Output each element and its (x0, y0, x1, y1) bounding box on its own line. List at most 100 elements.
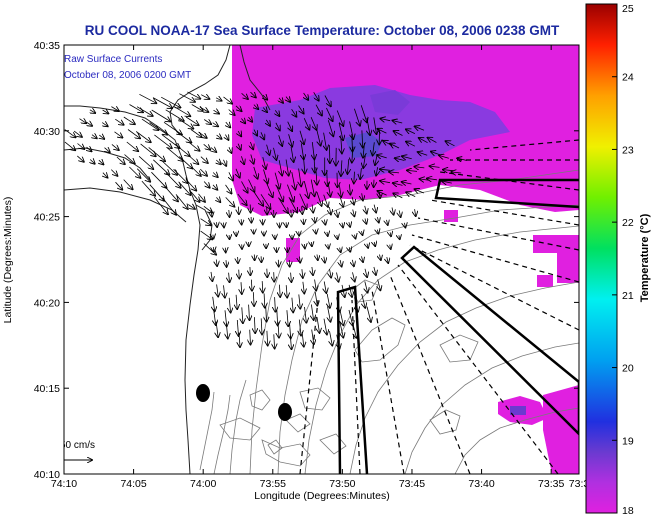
current-vector (405, 223, 406, 228)
radar-site-marker-1 (196, 384, 210, 402)
current-vector (213, 173, 218, 178)
y-tick-label: 40:20 (34, 297, 60, 309)
colorbar-tick-label: 25 (622, 3, 634, 15)
current-vector (310, 117, 316, 130)
current-vector (153, 159, 169, 175)
current-vector (154, 134, 171, 148)
current-vector (211, 271, 212, 281)
current-vector (279, 284, 280, 297)
current-vector (336, 110, 343, 126)
current-vector (254, 166, 258, 179)
current-vector (175, 194, 188, 209)
current-vector (163, 121, 182, 134)
current-vector (111, 144, 119, 150)
current-vector (311, 242, 312, 246)
current-vector (211, 209, 212, 217)
current-vector (223, 96, 233, 104)
current-vector (236, 294, 237, 309)
legend-text-line1: Raw Surface Currents (64, 54, 162, 65)
current-vector (303, 155, 305, 174)
current-vector (340, 322, 343, 337)
current-vector (406, 142, 416, 147)
current-vector (327, 232, 328, 236)
current-vector (178, 118, 193, 129)
current-vector (314, 216, 315, 223)
current-vector (241, 119, 245, 124)
current-vector (216, 98, 221, 101)
colorbar-ticks: 25 24 23 22 21 20 19 18 (612, 3, 634, 517)
current-vector (129, 166, 140, 178)
current-vector (174, 143, 190, 156)
current-vector (99, 135, 104, 139)
y-tick-label: 40:15 (34, 383, 60, 395)
x-tick-label: 74:00 (190, 478, 216, 490)
current-vector (406, 129, 416, 133)
current-vector (362, 130, 363, 147)
current-vector (115, 118, 123, 125)
current-vector (328, 306, 331, 321)
current-vector (229, 172, 233, 180)
current-vector (314, 154, 315, 173)
current-vector (264, 293, 265, 308)
current-vector (353, 209, 355, 217)
current-vector (339, 185, 341, 197)
current-vector (329, 207, 331, 214)
current-vector (376, 167, 378, 175)
current-vector (279, 98, 283, 103)
current-vector (300, 256, 301, 263)
current-vector (299, 319, 301, 336)
surface-current-vectors (64, 91, 467, 349)
x-tick-label: 73:45 (399, 478, 425, 490)
current-vector (90, 110, 95, 113)
current-vector (79, 119, 87, 124)
current-vector (302, 332, 304, 346)
current-vector (226, 122, 230, 127)
transect-box-east (434, 178, 579, 209)
colorbar-tick-label: 23 (622, 144, 634, 156)
current-vector (139, 93, 156, 103)
current-vector (340, 248, 341, 253)
current-vector (198, 193, 205, 202)
current-vector (341, 135, 342, 153)
current-vector (236, 168, 240, 178)
current-vector (374, 242, 375, 246)
current-vector (249, 304, 250, 321)
current-vector (342, 223, 343, 228)
current-vector (216, 197, 220, 202)
current-vector (387, 257, 388, 263)
current-vector (160, 159, 177, 175)
current-vector (239, 269, 240, 279)
current-vector (430, 166, 440, 167)
current-vector (226, 322, 228, 339)
chart-title: RU COOL NOAA-17 Sea Surface Temperature:… (85, 23, 560, 38)
current-vector (213, 247, 214, 252)
plot-area: 50 cm/s Raw Surface Currents October 08,… (60, 45, 579, 474)
current-vector (305, 306, 307, 323)
current-vector (140, 143, 156, 156)
current-vector (286, 159, 289, 176)
current-vector (77, 155, 84, 162)
current-vector (299, 294, 301, 308)
current-vector (288, 121, 292, 131)
current-vector (324, 95, 331, 107)
current-vector (428, 138, 437, 143)
current-vector (190, 129, 202, 138)
current-vector (451, 172, 462, 173)
current-vector (288, 197, 297, 212)
current-vector (348, 309, 353, 326)
current-vector (340, 197, 343, 207)
current-vector (203, 181, 210, 188)
current-vector (380, 254, 381, 261)
current-vector (349, 222, 350, 227)
current-vector (166, 147, 183, 161)
current-vector (73, 130, 82, 137)
current-vector (249, 117, 253, 122)
vector-scale-label: 50 cm/s (60, 440, 95, 451)
current-vector (362, 231, 363, 235)
current-vector (316, 167, 317, 185)
current-vector (311, 304, 313, 320)
current-vector (213, 185, 217, 190)
current-vector (315, 104, 322, 116)
current-vector (203, 120, 211, 125)
current-vector (116, 156, 125, 164)
